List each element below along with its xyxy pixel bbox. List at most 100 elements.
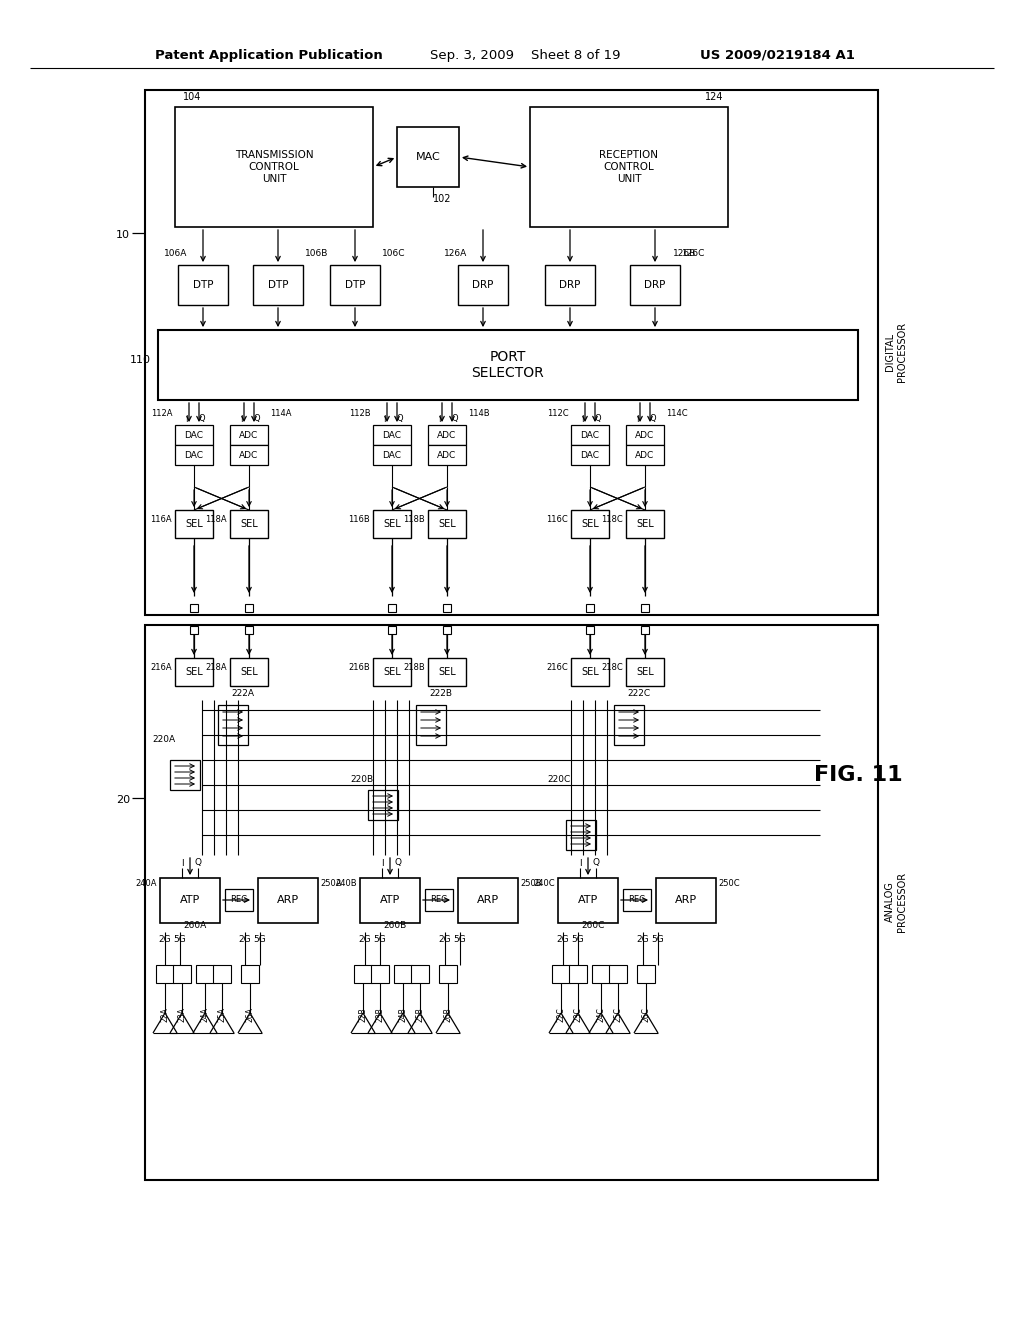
Bar bbox=[213, 965, 231, 983]
Bar bbox=[545, 265, 595, 305]
Bar bbox=[571, 510, 609, 539]
Text: 218B: 218B bbox=[403, 664, 425, 672]
Text: SEL: SEL bbox=[383, 519, 400, 529]
Text: ADC: ADC bbox=[240, 450, 259, 459]
Bar bbox=[656, 878, 716, 923]
Bar bbox=[230, 445, 268, 465]
Bar bbox=[388, 605, 396, 612]
Text: I: I bbox=[437, 414, 440, 424]
Bar bbox=[394, 965, 412, 983]
Bar bbox=[458, 265, 508, 305]
Text: SEL: SEL bbox=[438, 519, 456, 529]
Bar bbox=[626, 425, 664, 445]
Bar bbox=[218, 705, 248, 744]
Text: SEL: SEL bbox=[438, 667, 456, 677]
Text: ADC: ADC bbox=[240, 430, 259, 440]
Text: 260B: 260B bbox=[383, 920, 407, 929]
Text: REC: REC bbox=[629, 895, 645, 904]
Bar bbox=[443, 605, 451, 612]
Text: 112A: 112A bbox=[152, 408, 173, 417]
Text: I: I bbox=[240, 414, 243, 424]
Text: DAC: DAC bbox=[184, 430, 204, 440]
Text: 260C: 260C bbox=[582, 920, 605, 929]
Text: 222C: 222C bbox=[628, 689, 650, 697]
Bar bbox=[626, 657, 664, 686]
Text: 220B: 220B bbox=[350, 776, 373, 784]
Bar bbox=[630, 265, 680, 305]
Bar bbox=[373, 445, 411, 465]
Text: 126B: 126B bbox=[673, 248, 696, 257]
Text: SEL: SEL bbox=[185, 519, 203, 529]
Text: 22C: 22C bbox=[556, 1007, 565, 1023]
Bar bbox=[175, 425, 213, 445]
Bar bbox=[439, 965, 457, 983]
Text: 260A: 260A bbox=[183, 920, 207, 929]
Text: 2G: 2G bbox=[557, 936, 569, 945]
Bar bbox=[428, 510, 466, 539]
Bar bbox=[592, 965, 610, 983]
Text: 220C: 220C bbox=[548, 776, 571, 784]
Bar bbox=[397, 127, 459, 187]
Bar bbox=[368, 789, 398, 820]
Text: 218C: 218C bbox=[601, 664, 623, 672]
Text: REC: REC bbox=[230, 895, 248, 904]
Text: 250B: 250B bbox=[520, 879, 542, 887]
Text: 22A: 22A bbox=[161, 1007, 170, 1023]
Text: DTP: DTP bbox=[345, 280, 366, 290]
Text: DRP: DRP bbox=[644, 280, 666, 290]
Bar bbox=[196, 965, 214, 983]
Text: SEL: SEL bbox=[240, 667, 258, 677]
Bar bbox=[170, 760, 200, 789]
Text: 5G: 5G bbox=[254, 936, 266, 945]
Text: 104: 104 bbox=[183, 92, 202, 102]
Bar bbox=[558, 878, 618, 923]
Text: Q: Q bbox=[254, 414, 260, 424]
Text: SEL: SEL bbox=[383, 667, 400, 677]
Text: ATP: ATP bbox=[380, 895, 400, 906]
Bar bbox=[552, 965, 570, 983]
Text: 2G: 2G bbox=[159, 936, 171, 945]
Text: 240A: 240A bbox=[135, 879, 157, 887]
Text: 26B: 26B bbox=[443, 1007, 453, 1023]
Text: I: I bbox=[579, 858, 582, 867]
Text: 110: 110 bbox=[129, 355, 151, 366]
Text: 5G: 5G bbox=[454, 936, 466, 945]
Text: 106B: 106B bbox=[305, 248, 329, 257]
Text: SEL: SEL bbox=[240, 519, 258, 529]
Text: 118B: 118B bbox=[403, 516, 425, 524]
Text: DAC: DAC bbox=[383, 430, 401, 440]
Text: Q: Q bbox=[452, 414, 459, 424]
Bar bbox=[354, 965, 372, 983]
Text: 23C: 23C bbox=[573, 1007, 583, 1023]
Bar bbox=[373, 425, 411, 445]
Bar bbox=[258, 878, 318, 923]
Text: 20: 20 bbox=[116, 795, 130, 805]
Text: 240C: 240C bbox=[534, 879, 555, 887]
Bar bbox=[241, 965, 259, 983]
Text: 216B: 216B bbox=[348, 664, 370, 672]
Text: ADC: ADC bbox=[635, 450, 654, 459]
Bar bbox=[160, 878, 220, 923]
Bar bbox=[416, 705, 446, 744]
Text: 126C: 126C bbox=[682, 248, 706, 257]
Bar bbox=[245, 626, 253, 634]
Text: SEL: SEL bbox=[582, 519, 599, 529]
Text: 118C: 118C bbox=[601, 516, 623, 524]
Text: DIGITAL
PROCESSOR: DIGITAL PROCESSOR bbox=[885, 322, 907, 381]
Text: 114A: 114A bbox=[270, 408, 292, 417]
Bar bbox=[373, 657, 411, 686]
Bar bbox=[190, 626, 198, 634]
Text: TRANSMISSION
CONTROL
UNIT: TRANSMISSION CONTROL UNIT bbox=[234, 150, 313, 183]
Bar bbox=[569, 965, 587, 983]
Text: 24C: 24C bbox=[597, 1007, 605, 1023]
Bar bbox=[230, 657, 268, 686]
Bar bbox=[373, 510, 411, 539]
Text: 5G: 5G bbox=[651, 936, 665, 945]
Text: 5G: 5G bbox=[174, 936, 186, 945]
Text: 5G: 5G bbox=[374, 936, 386, 945]
Text: 10: 10 bbox=[116, 230, 130, 240]
Bar bbox=[230, 510, 268, 539]
Text: ARP: ARP bbox=[675, 895, 697, 906]
Text: I: I bbox=[383, 414, 385, 424]
Text: 126A: 126A bbox=[444, 248, 468, 257]
